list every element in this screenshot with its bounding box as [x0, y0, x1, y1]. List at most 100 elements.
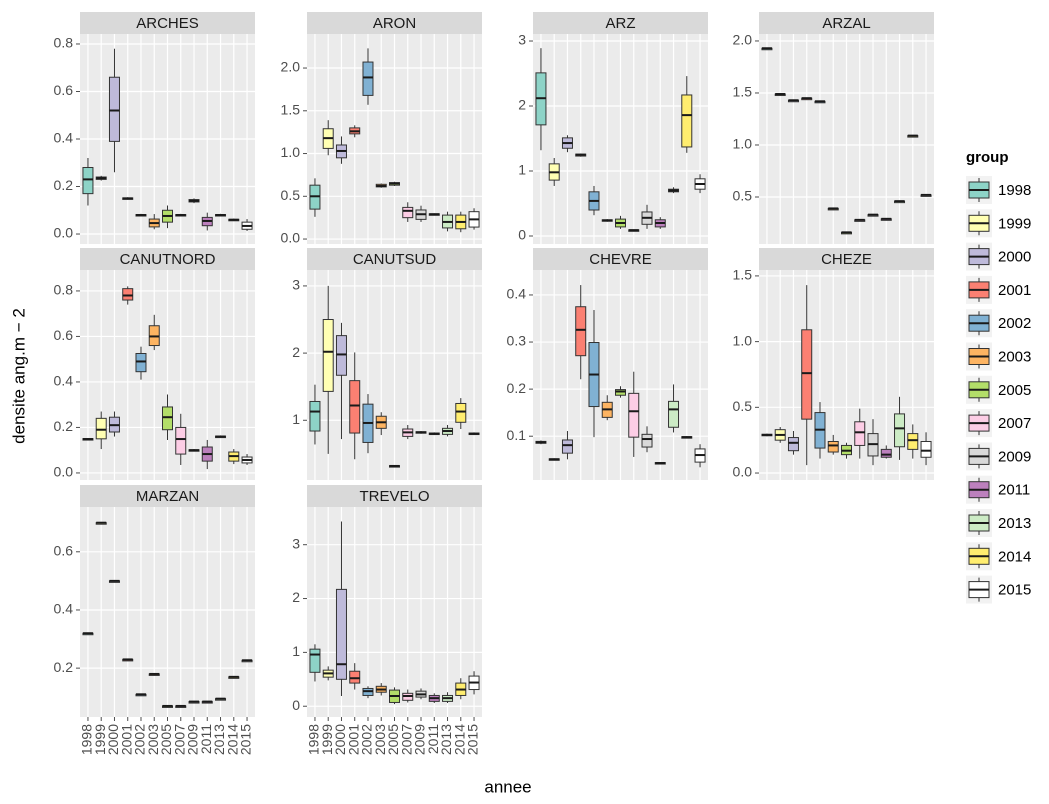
x-tick-label: 2003 — [372, 724, 388, 755]
y-tick-label: 3 — [292, 277, 300, 293]
strip-title: CANUTSUD — [353, 251, 437, 268]
box — [309, 648, 321, 673]
box — [335, 335, 347, 376]
box — [95, 417, 107, 440]
legend-title: group — [966, 149, 1009, 166]
x-tick-label: 1998 — [79, 724, 95, 755]
legend-label: 2001 — [998, 282, 1031, 299]
y-tick-label: 0.0 — [54, 464, 74, 480]
x-tick-label: 2015 — [465, 724, 481, 755]
y-tick-label: 0.5 — [733, 188, 753, 204]
box — [668, 400, 680, 428]
strip-title: CANUTNORD — [120, 251, 216, 268]
box — [907, 433, 919, 450]
y-tick-label: 0.0 — [733, 464, 753, 480]
y-tick-label: 0.0 — [281, 230, 301, 246]
y-tick-label: 0.4 — [54, 373, 74, 389]
box — [641, 433, 653, 448]
y-tick-label: 0.8 — [54, 282, 74, 298]
strip-title: ARZAL — [822, 15, 870, 32]
y-tick-label: 0 — [518, 227, 526, 243]
y-tick-label: 0.2 — [54, 659, 74, 675]
y-tick-label: 1.0 — [733, 332, 753, 348]
strip — [759, 12, 934, 34]
legend-label: 2014 — [998, 548, 1031, 565]
box — [335, 588, 347, 680]
box — [82, 167, 94, 195]
box — [162, 406, 173, 431]
x-tick-label: 2001 — [118, 724, 134, 755]
y-tick-label: 0.4 — [507, 286, 527, 302]
box — [362, 61, 374, 96]
y-tick-label: 0.6 — [54, 542, 74, 558]
box — [920, 440, 932, 458]
legend-label: 2013 — [998, 515, 1031, 532]
strip — [80, 248, 255, 270]
y-tick-label: 1.0 — [733, 136, 753, 152]
y-tick-label: 0.8 — [54, 35, 74, 51]
box — [122, 288, 134, 301]
legend-label: 2005 — [998, 382, 1031, 399]
x-tick-label: 2011 — [198, 724, 214, 754]
strip-title: ARZ — [606, 15, 636, 32]
y-tick-label: 0.5 — [733, 398, 753, 414]
box — [827, 440, 839, 453]
y-tick-label: 1 — [292, 643, 300, 659]
strip-title: ARCHES — [136, 15, 199, 32]
strip — [533, 12, 708, 34]
y-tick-label: 0.1 — [507, 427, 527, 443]
x-axis-title: annee — [484, 777, 531, 796]
box — [349, 380, 361, 434]
x-tick-label: 1998 — [306, 724, 322, 755]
x-tick-label: 2002 — [359, 724, 375, 755]
y-tick-label: 0.4 — [54, 601, 74, 617]
y-tick-label: 0.6 — [54, 82, 74, 98]
y-tick-label: 1.5 — [733, 267, 753, 283]
box — [628, 392, 640, 438]
legend-label: 2015 — [998, 582, 1031, 599]
strip — [307, 12, 482, 34]
x-tick-label: 2003 — [145, 724, 161, 755]
box — [175, 426, 187, 455]
y-tick-label: 1.5 — [733, 84, 753, 100]
legend-label: 2000 — [998, 249, 1031, 266]
x-tick-label: 2000 — [332, 724, 348, 755]
legend-label: 2007 — [998, 415, 1031, 432]
y-tick-label: 3 — [292, 535, 300, 551]
y-axis-title: densite ang.m − 2 — [9, 308, 28, 444]
strip — [533, 248, 708, 270]
y-tick-label: 0.3 — [507, 333, 527, 349]
legend-label: 1999 — [998, 215, 1031, 232]
strip — [307, 485, 482, 507]
y-tick-label: 0.2 — [54, 177, 74, 193]
x-tick-label: 2000 — [105, 724, 121, 755]
x-tick-label: 2015 — [238, 724, 254, 755]
strip-title: CHEZE — [821, 251, 872, 268]
strip-title: TREVELO — [359, 488, 429, 505]
box — [455, 402, 467, 423]
box — [402, 206, 414, 219]
box — [801, 329, 813, 420]
y-tick-label: 1.0 — [281, 144, 301, 160]
legend-label: 2009 — [998, 448, 1031, 465]
strip-title: ARON — [373, 15, 416, 32]
box — [880, 448, 892, 458]
legend-label: 2011 — [998, 482, 1030, 499]
legend-label: 2003 — [998, 348, 1031, 365]
box — [561, 439, 573, 454]
x-tick-label: 2011 — [425, 724, 441, 754]
y-tick-label: 2.0 — [281, 59, 301, 75]
box — [575, 306, 587, 357]
x-tick-label: 1999 — [92, 724, 108, 755]
strip — [80, 12, 255, 34]
y-tick-label: 0 — [292, 697, 300, 713]
box — [309, 400, 321, 432]
x-tick-label: 2007 — [398, 724, 414, 755]
x-tick-label: 2005 — [385, 724, 401, 755]
box — [349, 670, 361, 684]
strip — [307, 248, 482, 270]
x-tick-label: 2013 — [211, 724, 227, 755]
box — [322, 319, 334, 392]
